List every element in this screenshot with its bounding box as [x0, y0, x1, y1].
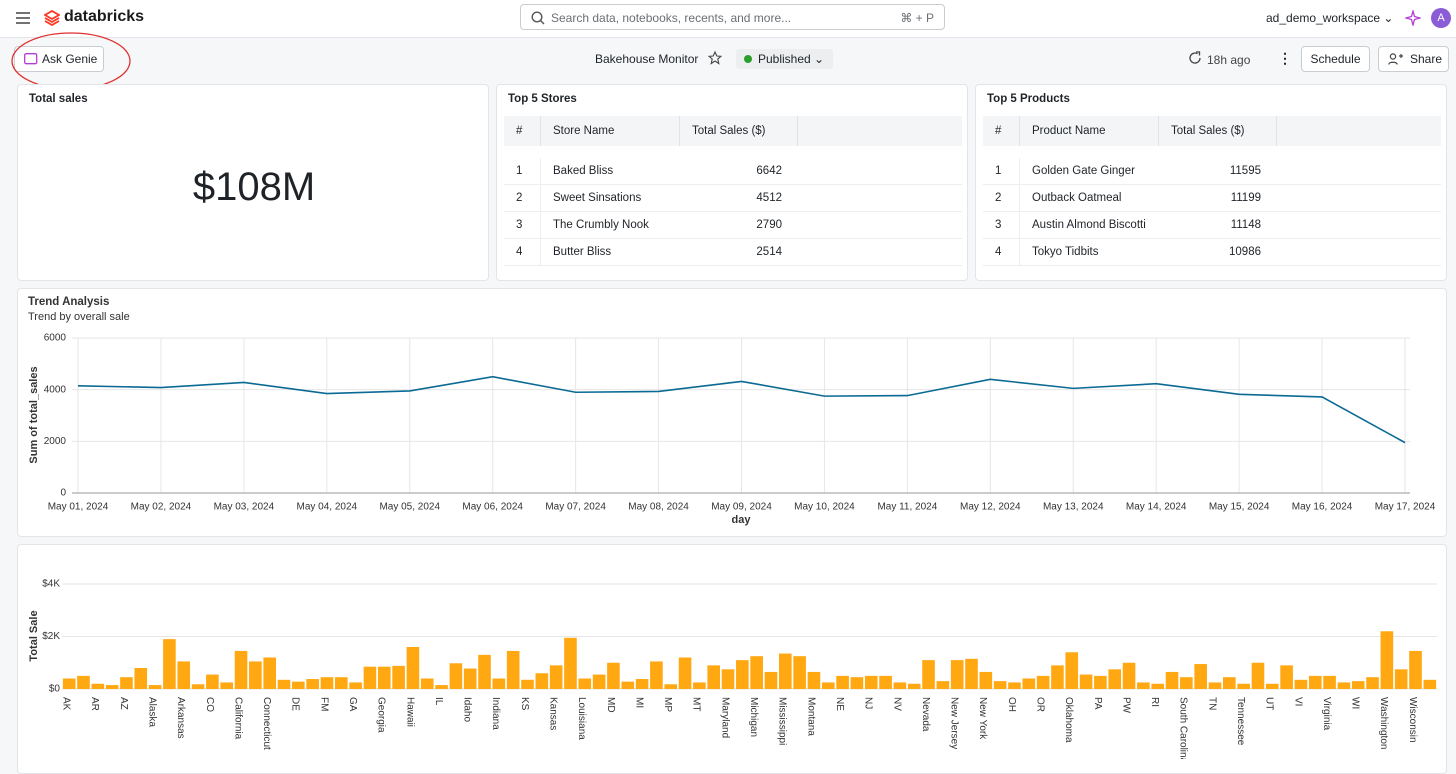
- schedule-label: Schedule: [1310, 52, 1361, 66]
- star-icon[interactable]: [708, 51, 722, 65]
- status-pill[interactable]: Published ⌄: [736, 49, 833, 69]
- avatar[interactable]: A: [1431, 8, 1451, 28]
- table-cell: 11595: [1158, 158, 1441, 185]
- spacer-row: [983, 146, 1441, 158]
- assistant-icon[interactable]: [1405, 10, 1421, 26]
- more-menu[interactable]: ⋮: [1278, 50, 1292, 66]
- ask-genie-label: Ask Genie: [42, 52, 98, 66]
- status-label: Published: [758, 52, 811, 66]
- kpi-panel: Total sales $108M: [17, 84, 489, 281]
- share-button[interactable]: Share: [1378, 46, 1449, 72]
- table-cell: Golden Gate Ginger: [1019, 158, 1159, 185]
- status-dot: [744, 55, 752, 63]
- table: # Product Name Total Sales ($) 1 Golden Gate…: [983, 116, 1441, 266]
- bar-chart-panel: [17, 544, 1447, 774]
- table-cell: 11199: [1158, 184, 1441, 212]
- line-chart-panel: [17, 288, 1447, 537]
- table-cell: 4: [983, 238, 1020, 266]
- table-cell: 3: [504, 211, 541, 239]
- search-shortcut: ⌘ + P: [900, 11, 934, 25]
- table-row: 1 Baked Bliss 6642: [504, 158, 962, 185]
- search-icon: [531, 11, 545, 25]
- column-header: #: [983, 116, 1020, 146]
- table: # Store Name Total Sales ($) 1 Baked Bliss 66…: [504, 116, 962, 266]
- workspace[interactable]: ad_demo_workspace ⌄: [1266, 11, 1394, 25]
- table-cell: 2: [983, 184, 1020, 212]
- table-cell: 4: [504, 238, 541, 266]
- refreshed: 18h ago: [1207, 53, 1251, 67]
- table-cell: 4512: [679, 184, 962, 212]
- kpi-title: Total sales: [29, 93, 88, 105]
- column-header: #: [504, 116, 541, 146]
- dashboard-title: Bakehouse Monitor: [595, 52, 699, 66]
- search-placeholder: Search data, notebooks, recents, and mor…: [551, 11, 792, 25]
- table-cell: Tokyo Tidbits: [1019, 238, 1159, 266]
- schedule-button[interactable]: Schedule: [1301, 46, 1370, 72]
- refresh-icon[interactable]: [1188, 51, 1202, 65]
- table-cell: 2514: [679, 238, 962, 266]
- genie-icon: [24, 53, 38, 65]
- share-icon: [1388, 53, 1403, 65]
- table-cell: 2790: [679, 211, 962, 239]
- table-row: 1 Golden Gate Ginger 11595: [983, 158, 1441, 185]
- brand: databricks: [64, 8, 145, 25]
- table-cell: Austin Almond Biscotti: [1019, 211, 1159, 239]
- table-row: 2 Outback Oatmeal 11199: [983, 184, 1441, 212]
- table-cell: Outback Oatmeal: [1019, 184, 1159, 212]
- top-bar: databricks Search data, notebooks, recen…: [0, 0, 1456, 38]
- column-header-spacer: [797, 116, 962, 146]
- table-cell: Butter Bliss: [540, 238, 680, 266]
- table-cell: 11148: [1158, 211, 1441, 239]
- column-header-spacer: [1276, 116, 1441, 146]
- share-label: Share: [1410, 52, 1443, 66]
- table-title: Top 5 Stores: [508, 93, 577, 105]
- table-cell: 3: [983, 211, 1020, 239]
- table-cell: 6642: [679, 158, 962, 185]
- column-header: Total Sales ($): [679, 116, 798, 146]
- table-title: Top 5 Products: [987, 93, 1070, 105]
- menu-icon[interactable]: [16, 12, 30, 24]
- table-row: 3 Austin Almond Biscotti 11148: [983, 211, 1441, 239]
- table-cell: 10986: [1158, 238, 1441, 266]
- table-row: 2 Sweet Sinsations 4512: [504, 184, 962, 212]
- logo-icon: [44, 10, 60, 26]
- table-panel: Top 5 Stores # Store Name Total Sales ($) 1 B…: [496, 84, 968, 281]
- table-panel: Top 5 Products # Product Name Total Sales (…: [975, 84, 1447, 281]
- table-cell: 1: [983, 158, 1020, 185]
- table-row: 3 The Crumbly Nook 2790: [504, 211, 962, 239]
- header-row: # Store Name Total Sales ($): [504, 116, 962, 146]
- column-header: Product Name: [1019, 116, 1159, 146]
- header-row: # Product Name Total Sales ($): [983, 116, 1441, 146]
- table-cell: The Crumbly Nook: [540, 211, 680, 239]
- spacer-row: [504, 146, 962, 158]
- kpi-value: $108M: [192, 165, 316, 209]
- spacer-cell: [983, 146, 1441, 158]
- table-cell: Baked Bliss: [540, 158, 680, 185]
- table-cell: 1: [504, 158, 541, 185]
- table-cell: 2: [504, 184, 541, 212]
- table-cell: Sweet Sinsations: [540, 184, 680, 212]
- table-row: 4 Tokyo Tidbits 10986: [983, 238, 1441, 266]
- column-header: Total Sales ($): [1158, 116, 1277, 146]
- ask-genie-button[interactable]: Ask Genie: [14, 46, 104, 72]
- workspace-name: ad_demo_workspace: [1266, 11, 1381, 25]
- column-header: Store Name: [540, 116, 680, 146]
- search-box[interactable]: Search data, notebooks, recents, and mor…: [520, 4, 945, 30]
- table-row: 4 Butter Bliss 2514: [504, 238, 962, 266]
- spacer-cell: [504, 146, 962, 158]
